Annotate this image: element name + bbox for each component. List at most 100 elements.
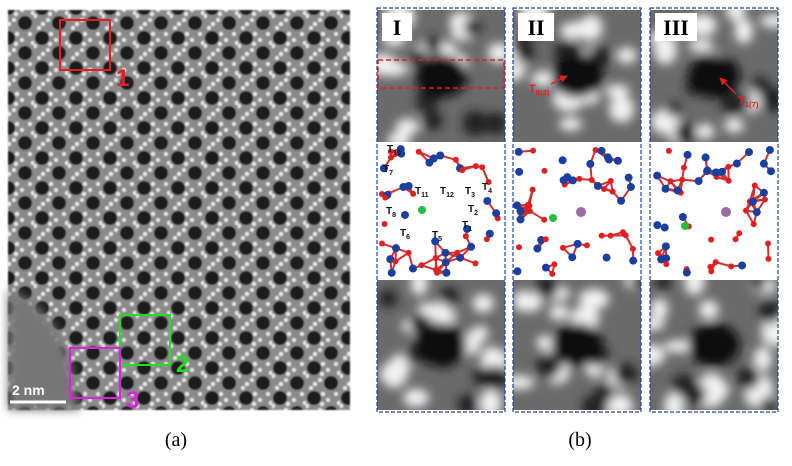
oxygen-atom [743,207,750,214]
si-atom [586,159,595,168]
panel-b-column: I T10 T7 T11 T12 T3 T4 T8 T2 T6 T1 T5 [376,7,506,413]
si-atom [429,154,438,163]
si-atom [694,177,703,186]
si-atom [442,268,451,277]
bright-spot [653,37,677,65]
dark-spot [423,110,443,131]
si-atom [653,221,662,230]
si-atom [744,148,753,157]
bright-spot [761,324,778,347]
si-atom [701,153,710,162]
label: T1 [462,220,472,233]
si-atom [752,208,761,217]
label: T1(7) [738,95,759,109]
oxygen-atom [392,258,399,265]
bright-spot [663,340,696,353]
oxygen-atom [483,236,490,243]
oxygen-atom [551,261,558,268]
hrtem-image [377,10,505,142]
si-atom [514,147,523,156]
si-atom [387,268,396,277]
dark-spot [736,93,753,110]
si-atom [732,159,741,168]
caption-b: (b) [568,429,591,451]
column-label: II [527,15,544,40]
oxygen-atom [530,147,537,154]
dark-spot [674,121,697,142]
oxygen-atom [598,232,605,239]
si-atom [513,201,522,210]
si-atom [660,223,669,232]
bright-spot [513,290,531,312]
oxygen-atom [708,268,715,275]
label: T10 [387,144,401,157]
si-atom [673,186,682,195]
adsorbate [721,207,731,217]
oxygen-atom [381,221,388,228]
bright-spot [688,39,714,52]
adsorbate [576,207,586,217]
oxygen-atom [665,147,672,154]
oxygen-atom [667,178,674,185]
channel [688,54,740,98]
si-atom [436,151,445,160]
bright-spot [377,53,397,76]
amorphous-region [8,290,80,410]
region-marker [119,314,171,366]
si-atom [399,183,408,192]
bright-spot [575,17,603,41]
si-atom [617,196,626,205]
si-atom [765,145,774,154]
dark-spot [536,353,562,379]
oxygen-atom [765,240,772,247]
si-atom [513,267,522,276]
channel [551,54,603,98]
bright-spot [695,124,715,140]
oxygen-atom [663,261,670,268]
oxygen-atom [379,240,386,247]
dark-spot [457,394,479,410]
oxygen-atom [736,230,743,237]
bright-spot [479,389,502,410]
oxygen-atom [529,186,536,193]
oxygen-atom [712,259,719,266]
panel-b-column: III T1(7) [649,7,779,413]
si-atom [678,212,687,221]
oxygen-atom [479,164,486,171]
dark-spot [751,76,770,94]
dark-spot [519,45,536,61]
oxygen-atom [607,232,614,239]
si-atom [712,168,721,177]
oxygen-atom [382,194,389,201]
oxygen-atom [549,270,556,277]
oxygen-atom [542,236,549,243]
oxygen-atom [452,156,459,163]
oxygen-atom [725,177,732,184]
dark-spot [535,280,559,300]
si-atom [613,156,622,165]
oxygen-atom [541,216,548,223]
oxygen-atom [619,229,626,236]
si-atom [483,196,492,205]
channel [415,54,467,98]
dark-spot [630,280,641,289]
bright-spot [609,393,632,410]
region-label: 3 [126,387,139,414]
bright-spot [650,298,669,319]
si-atom [766,167,775,176]
si-atom [602,253,611,262]
bright-spot [403,388,429,408]
oxygen-atom [725,163,732,170]
bright-spot [759,14,778,28]
oxygen-atom [541,167,548,174]
arrow [719,77,737,95]
bright-spot [691,14,717,37]
bright-spot [708,378,729,401]
dark-spot [424,36,442,54]
dark-spot [404,348,421,364]
bright-spot [726,10,746,22]
oxygen-atom [459,167,466,174]
bright-spot [604,84,630,98]
oxygen-atom [472,163,479,170]
